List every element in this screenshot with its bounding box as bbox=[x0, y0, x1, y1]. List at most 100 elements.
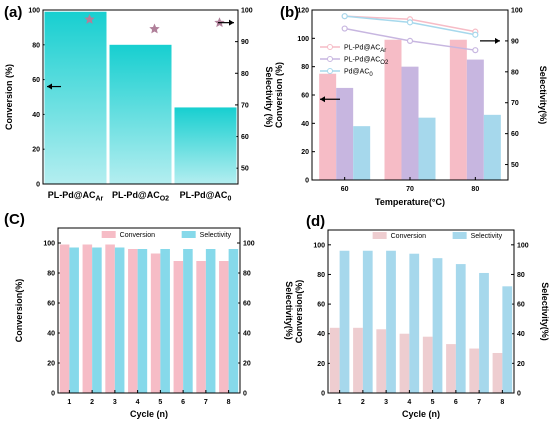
panel-d-axes bbox=[327, 229, 515, 394]
panel-d-ytick-label: 100 bbox=[313, 242, 325, 249]
panel-c-legend-swatch-conversion bbox=[101, 231, 116, 238]
panel-c-selectivity-bar bbox=[137, 249, 148, 393]
panel-b-left-arrow-head bbox=[320, 96, 325, 103]
panel-b-bar-0 bbox=[418, 117, 436, 180]
panel-a-y2tick-label: 60 bbox=[241, 134, 249, 141]
panel-b-ytick-label: 60 bbox=[301, 93, 309, 100]
panel-a-category-label: PL-Pd@AC0 bbox=[180, 190, 232, 203]
panel-c-conversion-bar bbox=[219, 261, 229, 393]
panel-c-y2tick-label: 0 bbox=[243, 391, 247, 398]
panel-c-axes bbox=[57, 227, 241, 394]
panel-c-selectivity-bar bbox=[160, 249, 170, 393]
panel-a-selectivity-star bbox=[84, 14, 95, 24]
panel-b-bar-O2 bbox=[401, 66, 419, 180]
panel-a-ytick-label: 40 bbox=[32, 112, 40, 119]
panel-d-legend-swatch-conversion bbox=[372, 232, 387, 239]
panel-d-y2tick-label: 0 bbox=[517, 391, 521, 398]
panel-d-xtick-label: 4 bbox=[407, 399, 411, 406]
panel-d-conversion-bar bbox=[376, 329, 387, 393]
panel-a-ylabel: Conversion (%) bbox=[4, 64, 14, 130]
panel-d-y2tick-label: 20 bbox=[517, 361, 525, 368]
panel-c-ytick-label: 40 bbox=[47, 331, 55, 338]
panel-d-xtick-label: 1 bbox=[338, 399, 342, 406]
panel-b-legend-label: Pd@AC0 bbox=[344, 69, 373, 79]
panel-c-conversion-bar bbox=[82, 244, 93, 393]
panel-c-selectivity-bar bbox=[69, 247, 79, 393]
panel-c-selectivity-bar bbox=[228, 249, 239, 393]
panel-a-left-arrow-head bbox=[47, 83, 52, 90]
panel-d-ylabel: Conversion(%) bbox=[294, 280, 304, 344]
panel-d-ytick-label: 40 bbox=[317, 331, 325, 338]
panel-d-ytick-label: 0 bbox=[321, 391, 325, 398]
panel-d-y2tick-label: 80 bbox=[517, 272, 525, 279]
panel-c-ytick-label: 60 bbox=[47, 301, 55, 308]
panel-c-y2tick-label: 100 bbox=[243, 241, 255, 248]
panel-b-y2tick-label: 90 bbox=[511, 38, 519, 45]
panel-b-bar-0 bbox=[483, 114, 501, 180]
panel-b-selectivity-point bbox=[341, 13, 348, 20]
panel-c-legend-label-selectivity: Selectivity bbox=[200, 232, 232, 239]
panel-a-ytick-label: 60 bbox=[32, 77, 40, 84]
panel-c-selectivity-bar bbox=[183, 249, 193, 393]
panel-c-conversion-bar bbox=[150, 253, 161, 393]
panel-d-conversion-bar bbox=[422, 336, 433, 393]
panel-b-ytick-label: 80 bbox=[301, 64, 309, 71]
panel-b-y2tick-label: 70 bbox=[511, 100, 519, 107]
panel-d-selectivity-bar bbox=[409, 253, 420, 393]
panel-c-selectivity-bar bbox=[114, 247, 125, 393]
panel-c-y2label: Selectivity(%) bbox=[284, 281, 294, 340]
panel-b-bar-O2 bbox=[336, 87, 354, 180]
panel-a-ytick-label: 0 bbox=[36, 182, 40, 189]
panel-c-ytick-label: 100 bbox=[43, 241, 55, 248]
panel-b-legend-marker bbox=[327, 68, 333, 74]
panel-d-selectivity-bar bbox=[339, 250, 350, 393]
panel-c-y2tick-label: 40 bbox=[243, 331, 251, 338]
panel-c-y2tick-label: 80 bbox=[243, 271, 251, 278]
panel-b-bar-Ar bbox=[449, 39, 467, 180]
panel-c-legend-label-conversion: Conversion bbox=[120, 232, 156, 239]
panel-c-xtick-label: 1 bbox=[67, 399, 71, 406]
panel-d-selectivity-bar bbox=[432, 258, 443, 393]
panel-b-bar-Ar bbox=[319, 73, 337, 180]
panel-b-ytick-label: 20 bbox=[301, 149, 309, 156]
panel-b-ytick-label: 0 bbox=[305, 178, 309, 185]
panel-a-selectivity-star bbox=[149, 23, 160, 34]
panel-b-axes bbox=[311, 9, 509, 181]
panel-a-category-label: PL-Pd@ACO2 bbox=[112, 190, 169, 203]
panel-a-label: (a) bbox=[4, 4, 22, 21]
panel-d-xtick-label: 2 bbox=[361, 399, 365, 406]
panel-d-conversion-bar bbox=[469, 348, 480, 393]
panel-a-conversion-bar bbox=[109, 44, 172, 184]
panel-d-conversion-bar bbox=[492, 352, 503, 393]
panel-b-legend-marker bbox=[327, 44, 333, 50]
panel-d-legend-label-conversion: Conversion bbox=[391, 233, 427, 240]
panel-d-conversion-bar bbox=[446, 344, 456, 393]
panel-b-right-arrow-head bbox=[495, 37, 500, 44]
panel-d-xtick-label: 8 bbox=[500, 399, 504, 406]
panel-b-ylabel: Conversion (%) bbox=[274, 62, 284, 128]
panel-d-conversion-bar bbox=[399, 333, 410, 393]
panel-b-label: (b) bbox=[280, 4, 299, 21]
panel-c-ylabel: Conversion(%) bbox=[14, 279, 24, 343]
panel-c-label: (C) bbox=[4, 211, 25, 228]
panel-b-xtick-label: 60 bbox=[341, 186, 349, 193]
panel-d-legend-label-selectivity: Selectivity bbox=[471, 233, 503, 240]
panel-c-conversion-bar bbox=[196, 261, 206, 393]
panel-a-y2tick-label: 90 bbox=[241, 39, 249, 46]
panel-a-y2tick-label: 70 bbox=[241, 102, 249, 109]
panel-b-y2tick-label: 80 bbox=[511, 69, 519, 76]
panel-c-conversion-bar bbox=[59, 244, 70, 393]
panel-b-legend-label: PL-Pd@ACO2 bbox=[344, 57, 389, 67]
panel-b-y2tick-label: 50 bbox=[511, 162, 519, 169]
panel-c-conversion-bar bbox=[128, 249, 138, 393]
panel-c-selectivity-bar bbox=[92, 247, 102, 393]
panel-b-y2label: Selectivity(%) bbox=[538, 66, 548, 125]
panel-c-legend-swatch-selectivity bbox=[181, 231, 196, 238]
panel-d-ytick-label: 80 bbox=[317, 272, 325, 279]
panel-b-xtick-label: 70 bbox=[406, 186, 414, 193]
panel-d-xtick-label: 5 bbox=[431, 399, 435, 406]
panel-c-conversion-bar bbox=[173, 261, 184, 393]
panel-c-ytick-label: 80 bbox=[47, 271, 55, 278]
panel-c-xtick-label: 2 bbox=[90, 399, 94, 406]
